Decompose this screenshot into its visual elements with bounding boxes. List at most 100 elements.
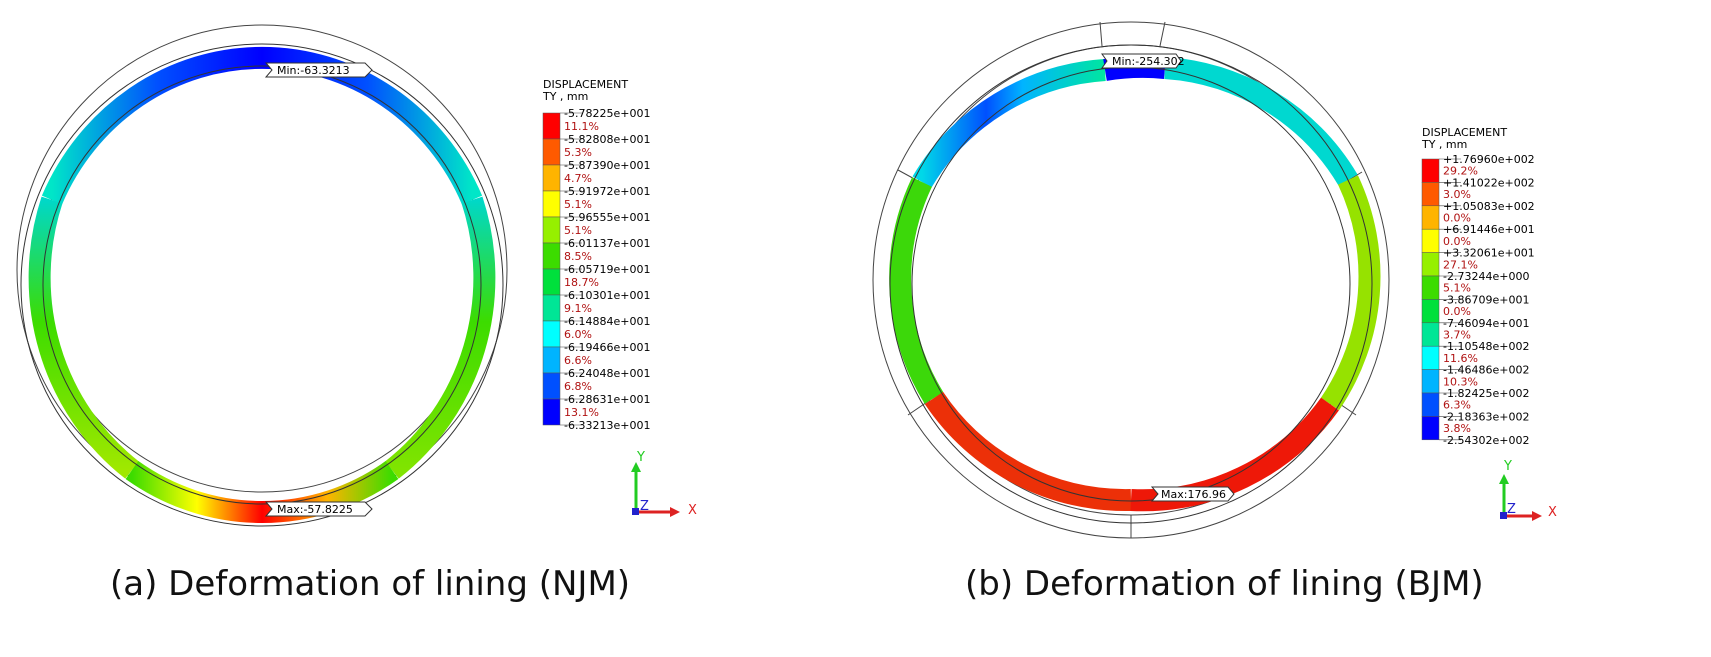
legend-value: -6.24048e+001 <box>564 367 650 380</box>
max-tag-label: Max:176.96 <box>1161 488 1226 501</box>
z-axis-label: Z <box>640 499 649 514</box>
axis-triad-a: Y X Z <box>631 450 697 518</box>
legend-value: -3.86709e+001 <box>1443 293 1529 306</box>
legend-value: -1.82425e+002 <box>1443 387 1529 400</box>
legend-percent: 10.3% <box>1443 375 1478 388</box>
legend-percent: 3.0% <box>1443 188 1471 201</box>
max-tag-label: Max:-57.8225 <box>277 503 353 516</box>
legend-swatch <box>1421 275 1440 300</box>
legend-percent: 5.1% <box>564 198 592 211</box>
legend-swatch <box>542 190 561 218</box>
ring-segment-right <box>385 196 496 479</box>
legend-value: +3.32061e+001 <box>1443 247 1535 260</box>
legend-swatch <box>542 164 561 192</box>
legend-percent: 29.2% <box>1443 165 1478 178</box>
segment-right <box>1320 175 1381 411</box>
segment-bottom-right <box>1130 397 1339 512</box>
legend-value: -5.78225e+001 <box>564 107 650 120</box>
min-tag-label: Min:-63.3213 <box>277 64 350 77</box>
legend-value: -2.73244e+000 <box>1443 270 1529 283</box>
legend-percent: 5.3% <box>564 146 592 159</box>
legend-value: -6.14884e+001 <box>564 315 650 328</box>
legend-title: DISPLACEMENT <box>543 78 628 91</box>
legend-title: DISPLACEMENT <box>1422 126 1507 139</box>
legend-percent: 6.6% <box>564 354 592 367</box>
legend-value: -7.46094e+001 <box>1443 317 1529 330</box>
panel-b: Min:-254.302 Max:176.96 DISPLACEMENT TY … <box>872 21 1557 604</box>
legend-unit: TY , mm <box>1421 138 1467 151</box>
legend-value: -6.28631e+001 <box>564 393 650 406</box>
legend-value: -5.96555e+001 <box>564 211 650 224</box>
legend-value: -1.10548e+002 <box>1443 340 1529 353</box>
legend-percent: 0.0% <box>1443 305 1471 318</box>
deformed-outer-edge <box>20 43 504 527</box>
legend-value: -1.46486e+002 <box>1443 364 1529 377</box>
legend-percent: 8.5% <box>564 250 592 263</box>
x-axis-label: X <box>1548 505 1557 520</box>
legend-swatch <box>1421 182 1440 207</box>
max-tag-b: Max:176.96 <box>1150 486 1235 502</box>
deformed-ring-a <box>28 46 496 523</box>
legend-value: -6.33213e+001 <box>564 419 650 432</box>
legend-value: -6.19466e+001 <box>564 341 650 354</box>
legend-percent: 3.8% <box>1443 422 1471 435</box>
deformed-inner-edge <box>42 65 482 505</box>
legend-swatch <box>1421 252 1440 277</box>
legend-percent: 5.1% <box>564 224 592 237</box>
legend-percent: 0.0% <box>1443 212 1471 225</box>
legend-swatch <box>542 398 561 426</box>
segment-bottom-left <box>924 391 1132 512</box>
y-axis-label: Y <box>1503 459 1512 474</box>
legend-percent: 6.0% <box>564 328 592 341</box>
min-tag-b: Min:-254.302 <box>1101 53 1185 69</box>
segment-top-left <box>912 59 1106 188</box>
segment-left <box>889 177 944 404</box>
legend-unit: TY , mm <box>542 90 588 103</box>
deformed-outer-edge <box>889 44 1373 524</box>
min-tag-label: Min:-254.302 <box>1112 55 1185 68</box>
legend-value: +1.05083e+002 <box>1443 200 1535 213</box>
legend-value: +1.41022e+002 <box>1443 176 1535 189</box>
legend-swatch <box>542 112 561 140</box>
caption-a: (a) Deformation of lining (NJM) <box>110 564 630 604</box>
legend-a: DISPLACEMENT TY , mm -5.78225e+001 -5.828… <box>542 78 650 432</box>
legend-percent: 4.7% <box>564 172 592 185</box>
legend-percent: 11.1% <box>564 120 599 133</box>
legend-value: -5.91972e+001 <box>564 185 650 198</box>
legend-swatch <box>542 268 561 296</box>
legend-swatch <box>542 346 561 374</box>
legend-swatch <box>542 372 561 400</box>
legend-percent: 5.1% <box>1443 282 1471 295</box>
legend-percent: 3.7% <box>1443 329 1471 342</box>
legend-swatch <box>542 138 561 166</box>
legend-swatch <box>542 320 561 348</box>
x-axis-label: X <box>688 503 697 518</box>
legend-percent: 11.6% <box>1443 352 1478 365</box>
legend-percent: 6.8% <box>564 380 592 393</box>
legend-swatch <box>542 242 561 270</box>
legend-swatch <box>1421 416 1440 441</box>
axis-triad-b: Y X Z <box>1499 459 1557 521</box>
ring-segment-bottom <box>125 461 399 523</box>
legend-swatch <box>1421 158 1440 183</box>
ring-segment-top <box>41 46 483 205</box>
legend-swatch <box>542 294 561 322</box>
legend-body: -5.78225e+001 -5.82808e+001 -5.87390e+001 -… <box>542 107 650 432</box>
legend-swatch <box>1421 369 1440 394</box>
legend-percent: 0.0% <box>1443 235 1471 248</box>
deformed-ring-b <box>889 55 1381 512</box>
ring-segment-left <box>28 196 139 479</box>
legend-b: DISPLACEMENT TY , mm +1.76960e+002 +1.410… <box>1421 126 1535 447</box>
legend-value: -5.87390e+001 <box>564 159 650 172</box>
legend-value: -5.82808e+001 <box>564 133 650 146</box>
legend-value: -2.54302e+002 <box>1443 434 1529 447</box>
panel-a: Min:-63.3213 Max:-57.8225 DISPLACEMENT T… <box>16 24 697 604</box>
legend-value: +1.76960e+002 <box>1443 153 1535 166</box>
legend-swatch <box>1421 228 1440 253</box>
segment-top-right <box>1164 57 1358 186</box>
legend-percent: 13.1% <box>564 406 599 419</box>
z-axis-label: Z <box>1507 502 1516 517</box>
legend-swatch <box>1421 299 1440 324</box>
legend-swatch <box>1421 205 1440 230</box>
